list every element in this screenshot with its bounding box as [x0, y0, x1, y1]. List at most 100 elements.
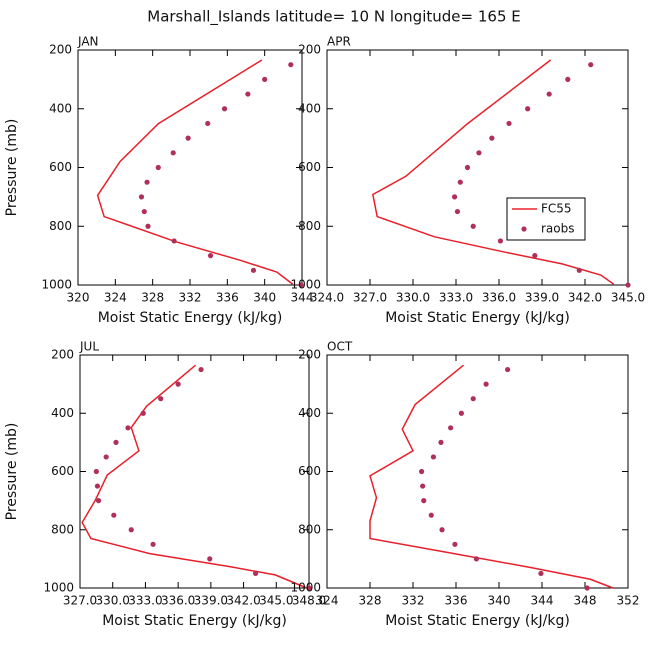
x-axis-label: Moist Static Energy (kJ/kg)	[102, 613, 287, 629]
y-tick-label: 600	[51, 464, 74, 478]
x-tick-label: 327.0	[63, 594, 97, 608]
x-tick-label: 336.0	[482, 291, 516, 305]
observation-point	[451, 194, 458, 200]
observation-point	[145, 223, 151, 229]
observation-point	[113, 439, 119, 445]
observation-point	[420, 483, 426, 489]
panel-label: JUL	[79, 340, 99, 354]
y-tick-label: 200	[298, 348, 321, 362]
x-tick-label: 328	[141, 291, 164, 305]
x-tick-label: 336.0	[161, 594, 195, 608]
observation-point	[111, 512, 117, 518]
y-tick-label: 200	[49, 43, 72, 57]
y-tick-label: 1000	[290, 581, 321, 595]
observation-point	[470, 396, 476, 402]
y-tick-label: 800	[298, 522, 321, 536]
x-tick-label: 344	[531, 594, 554, 608]
x-tick-label: 348.0	[292, 594, 326, 608]
y-tick-label: 1000	[43, 581, 74, 595]
x-tick-label: 342.0	[568, 291, 602, 305]
x-tick-label: 336	[445, 594, 468, 608]
x-tick-label: 336	[216, 291, 239, 305]
y-axis-label: Pressure (mb)	[4, 423, 20, 521]
observation-point	[170, 150, 176, 156]
observation-point	[506, 120, 512, 127]
panel-label: APR	[327, 35, 351, 49]
observation-point	[438, 439, 444, 445]
y-tick-label: 1000	[41, 278, 72, 292]
y-axis-label: Pressure (mb)	[4, 119, 20, 217]
legend-label: raobs	[541, 222, 575, 236]
x-tick-label: 328	[359, 594, 382, 608]
x-axis-label: Moist Static Energy (kJ/kg)	[385, 310, 570, 326]
observation-point	[421, 498, 427, 504]
observation-point	[93, 468, 99, 475]
observation-point	[252, 570, 259, 577]
observation-point	[584, 585, 590, 591]
observation-point	[476, 150, 482, 156]
observation-point	[430, 454, 437, 460]
observation-point	[454, 208, 461, 215]
observation-point	[458, 410, 464, 416]
x-tick-label: 330.0	[96, 594, 130, 608]
observation-point	[128, 527, 134, 533]
observation-point	[532, 253, 538, 259]
y-tick-label: 200	[298, 43, 321, 57]
observation-point	[470, 223, 476, 229]
x-tick-label: 344	[291, 291, 314, 305]
y-tick-label: 1000	[290, 278, 321, 292]
observation-point	[250, 267, 257, 273]
y-tick-label: 600	[49, 160, 72, 174]
y-tick-label: 800	[51, 522, 74, 536]
profile-line	[369, 364, 614, 589]
y-tick-label: 200	[51, 348, 74, 362]
x-tick-label: 333.0	[128, 594, 162, 608]
observation-point	[262, 76, 268, 82]
legend-box	[506, 197, 586, 241]
observation-point	[144, 179, 150, 185]
observation-point	[538, 570, 544, 577]
observation-point	[245, 91, 251, 97]
observation-point	[185, 135, 191, 141]
observation-point	[497, 238, 504, 244]
observation-point	[288, 62, 294, 68]
x-axis-label: Moist Static Energy (kJ/kg)	[98, 310, 283, 326]
observation-point	[525, 106, 531, 112]
observation-point	[140, 410, 146, 416]
observation-point	[448, 425, 454, 431]
observation-point	[452, 541, 458, 547]
observation-point	[588, 62, 594, 68]
observation-point	[625, 282, 631, 288]
observation-point	[439, 527, 445, 533]
observation-point	[103, 454, 109, 460]
plot-frame	[77, 49, 303, 286]
observation-point	[125, 425, 131, 431]
panel-label: OCT	[327, 340, 353, 354]
x-tick-label: 324	[316, 594, 339, 608]
x-tick-label: 352	[617, 594, 640, 608]
observation-point	[150, 541, 156, 547]
x-tick-label: 340	[488, 594, 511, 608]
observation-point	[464, 164, 471, 171]
y-tick-label: 400	[298, 101, 321, 115]
observation-point	[221, 106, 228, 112]
y-tick-label: 400	[49, 101, 72, 115]
x-tick-label: 320	[67, 291, 90, 305]
x-tick-label: 332	[179, 291, 202, 305]
legend-marker	[521, 226, 527, 232]
observation-point	[298, 282, 304, 288]
x-tick-label: 345.0	[611, 291, 645, 305]
observation-point	[207, 556, 213, 562]
plot-frame	[326, 354, 629, 589]
x-tick-label: 348	[574, 594, 597, 608]
observation-point	[473, 556, 480, 562]
observation-point	[158, 396, 164, 402]
x-tick-label: 339.0	[194, 594, 228, 608]
observation-point	[428, 512, 434, 518]
x-tick-label: 330.0	[396, 291, 430, 305]
observation-point	[546, 91, 552, 97]
observation-point	[505, 366, 511, 373]
profile-line	[96, 59, 294, 285]
x-tick-label: 345.0	[259, 594, 293, 608]
